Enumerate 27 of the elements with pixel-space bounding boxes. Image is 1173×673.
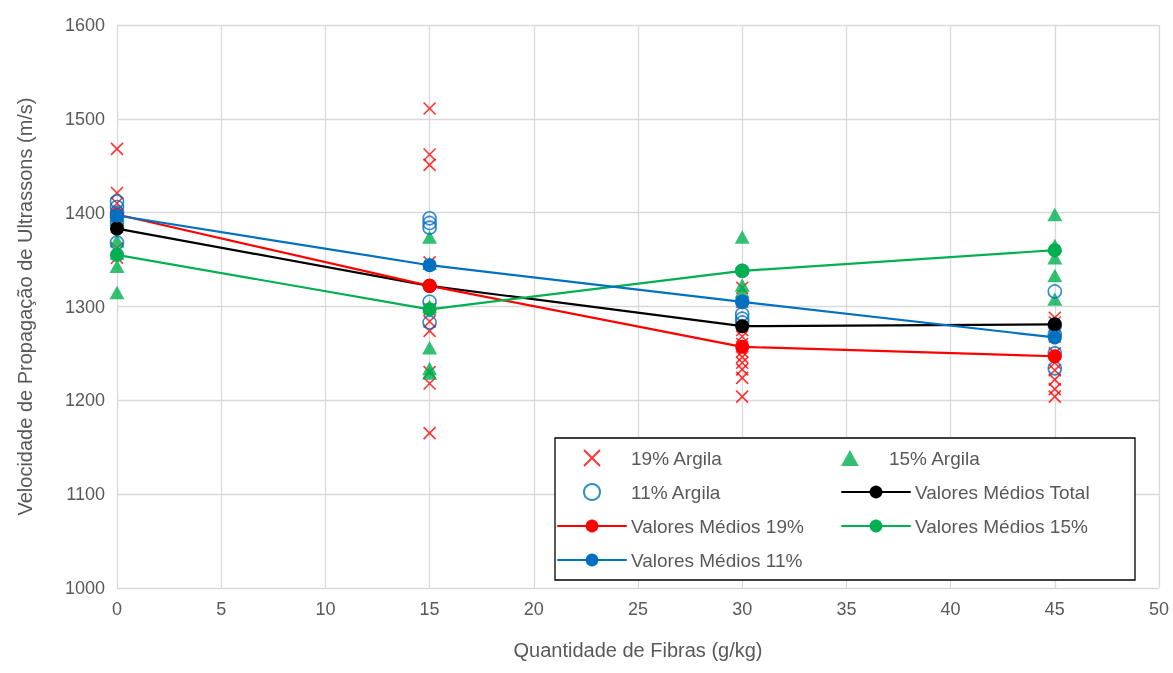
legend-label: 11% Argila <box>631 481 721 503</box>
x-tick-label: 30 <box>732 599 753 619</box>
x-tick-label: 35 <box>836 599 857 619</box>
x-tick-label: 40 <box>940 599 961 619</box>
y-tick-label: 1000 <box>64 578 105 598</box>
x-tick-label: 25 <box>627 599 649 619</box>
y-tick-label: 1200 <box>64 390 105 411</box>
x-tick-label: 50 <box>1148 599 1170 619</box>
x-axis-title: Quantidade de Fibras (g/kg) <box>513 639 763 661</box>
legend-label: Valores Médios 19% <box>631 515 804 537</box>
y-axis-title: Velocidade de Propagação de Ultrassons (m/s) <box>14 97 36 516</box>
legend-label: Valores Médios Total <box>915 481 1090 503</box>
x-tick-label: 10 <box>315 599 336 619</box>
legend-label: 19% Argila <box>631 447 723 469</box>
y-tick-label: 1600 <box>64 15 105 35</box>
x-tick-label: 45 <box>1044 599 1065 619</box>
y-tick-label: 1500 <box>64 108 105 129</box>
legend-label: 15% Argila <box>888 447 981 469</box>
legend-label: Valores Médios 15% <box>915 515 1088 537</box>
x-tick-label: 20 <box>523 599 544 619</box>
y-tick-label: 1300 <box>64 296 105 317</box>
y-tick-label: 1100 <box>66 484 105 505</box>
x-tick-label: 5 <box>216 599 227 619</box>
x-tick-label: 15 <box>419 599 440 619</box>
x-tick-label: 0 <box>111 599 123 619</box>
legend-label: Valores Médios 11% <box>631 549 803 571</box>
y-tick-label: 1400 <box>64 202 105 223</box>
